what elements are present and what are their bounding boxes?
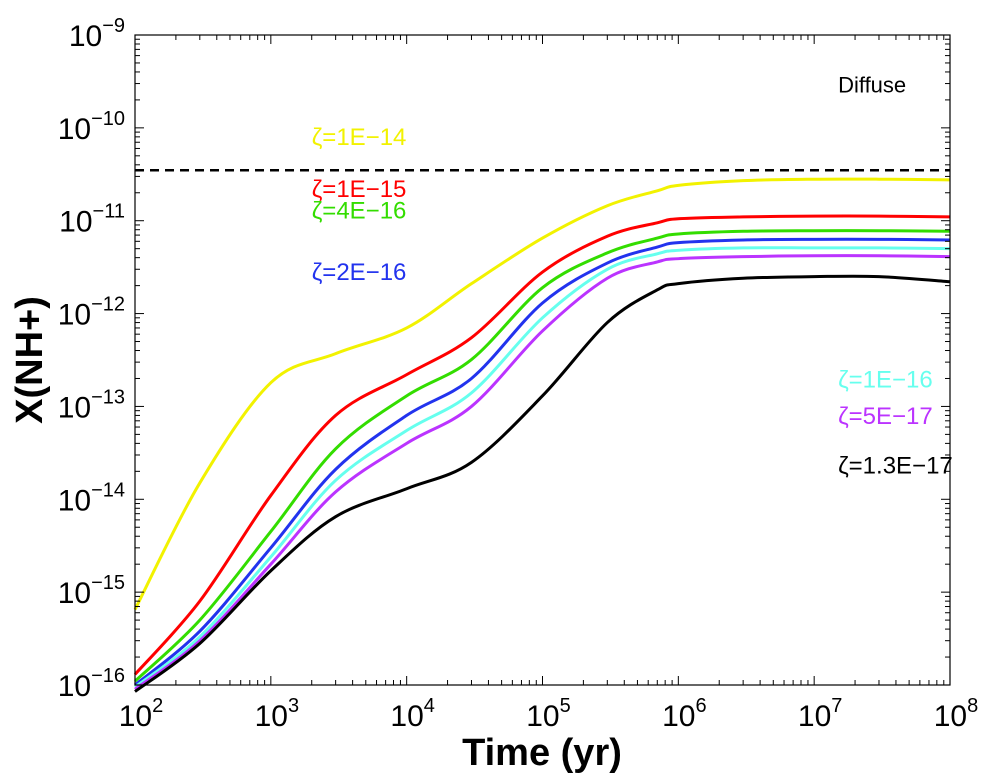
series-line-2 bbox=[133, 229, 951, 683]
annotation-diffuse: Diffuse bbox=[838, 73, 906, 98]
y-tick-label: 10−11 bbox=[59, 201, 125, 239]
label-layer: 102 103 104 105 106 107 108 10−16 10−15 10−14 10−1… bbox=[58, 15, 979, 733]
x-tick-label: 103 bbox=[255, 695, 300, 733]
series-label-1: ζ=1E−15 bbox=[312, 176, 407, 203]
series-label-3: ζ=2E−16 bbox=[312, 259, 407, 286]
series-line-4 bbox=[134, 246, 951, 689]
x-tick-label: 102 bbox=[119, 695, 164, 733]
y-tick-label: 10−12 bbox=[58, 294, 125, 332]
series-line-5 bbox=[134, 254, 951, 691]
x-tick-label: 108 bbox=[934, 695, 979, 733]
series-line-3 bbox=[134, 237, 951, 687]
y-axis-title: X(NH+) bbox=[9, 296, 51, 424]
y-tick-label: 10−13 bbox=[58, 386, 125, 424]
series-label-5: ζ=5E−17 bbox=[838, 403, 933, 430]
series-label-0: ζ=1E−14 bbox=[312, 124, 407, 151]
series-label-4: ζ=1E−16 bbox=[838, 366, 933, 393]
y-tick-label: 10−16 bbox=[58, 665, 125, 703]
x-tick-label: 106 bbox=[662, 695, 707, 733]
y-tick-label: 10−10 bbox=[58, 108, 125, 146]
y-tick-label: 10−9 bbox=[69, 15, 125, 53]
series-line-0 bbox=[133, 177, 951, 611]
series-layer bbox=[133, 177, 951, 693]
y-tick-label: 10−14 bbox=[58, 479, 125, 517]
x-tick-label: 104 bbox=[390, 695, 435, 733]
x-tick-label: 105 bbox=[526, 695, 571, 733]
series-label-6: ζ=1.3E−17 bbox=[838, 452, 953, 479]
series-line-1 bbox=[133, 214, 951, 676]
x-axis-title: Time (yr) bbox=[462, 732, 622, 774]
series-line-6 bbox=[134, 274, 951, 693]
series-label-2: ζ=4E−16 bbox=[312, 198, 407, 225]
plot-area bbox=[135, 35, 950, 685]
tick-layer bbox=[134, 34, 951, 686]
x-tick-label: 107 bbox=[798, 695, 843, 733]
y-tick-label: 10−15 bbox=[58, 572, 125, 610]
